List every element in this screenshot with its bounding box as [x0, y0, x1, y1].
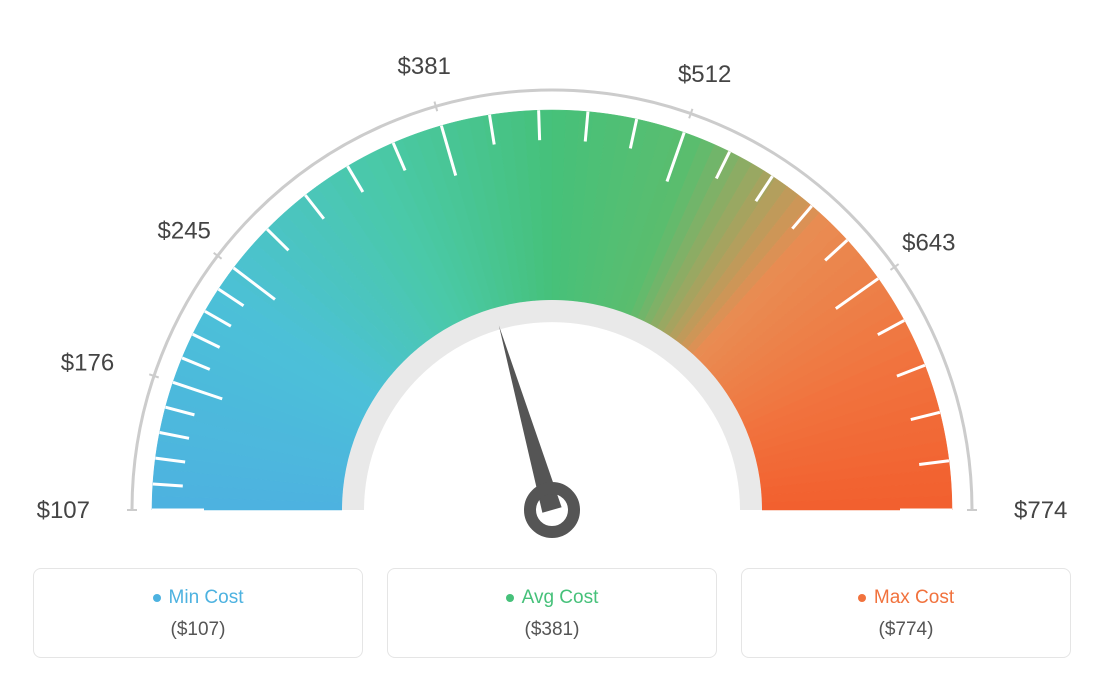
legend-value-min: ($107) — [44, 619, 352, 641]
tick-label: $107 — [37, 497, 90, 524]
legend-title-row: Min Cost — [44, 587, 352, 609]
legend-label-max: Max Cost — [874, 587, 954, 609]
legend-dot-max — [858, 594, 866, 602]
legend-dot-avg — [506, 594, 514, 602]
legend-card-max: Max Cost ($774) — [741, 568, 1071, 658]
legend-card-avg: Avg Cost ($381) — [387, 568, 717, 658]
tick-label: $774 — [1014, 497, 1067, 524]
tick-label: $176 — [61, 349, 114, 376]
cost-gauge-chart: $107 $176 $245 $381 $512 $643 $774 — [30, 30, 1074, 540]
gauge-svg: $107 $176 $245 $381 $512 $643 $774 — [30, 30, 1074, 540]
legend-label-min: Min Cost — [169, 587, 244, 609]
legend-title-row: Max Cost — [752, 587, 1060, 609]
tick-label: $512 — [678, 61, 731, 88]
tick-label: $643 — [902, 230, 955, 257]
legend-label-avg: Avg Cost — [522, 587, 599, 609]
legend-value-max: ($774) — [752, 619, 1060, 641]
legend-title-row: Avg Cost — [398, 587, 706, 609]
tick-label: $381 — [398, 53, 451, 80]
legend-card-min: Min Cost ($107) — [33, 568, 363, 658]
legend-dot-min — [153, 594, 161, 602]
legend-value-avg: ($381) — [398, 619, 706, 641]
legend-row: Min Cost ($107) Avg Cost ($381) Max Cost ($77… — [30, 568, 1074, 658]
tick-label: $245 — [158, 217, 211, 244]
